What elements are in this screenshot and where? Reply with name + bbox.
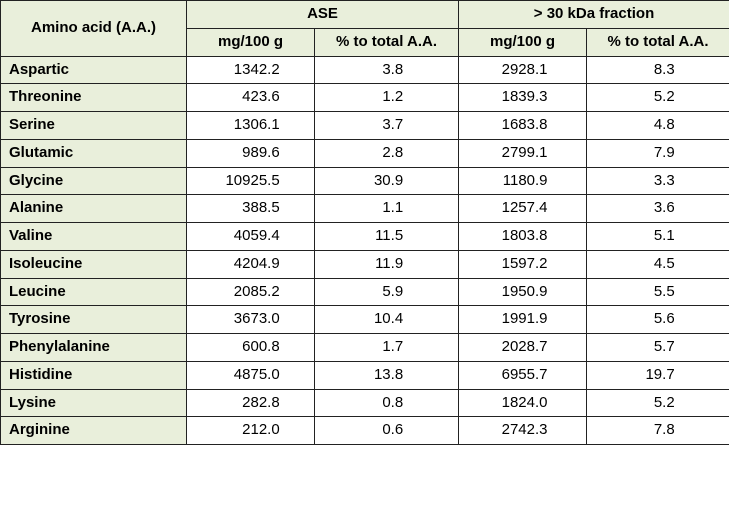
cell-frac-pct: 5.5 [587, 278, 729, 306]
cell-ase-mg: 1342.2 [187, 56, 315, 84]
table-row: Serine1306.13.71683.84.8 [1, 112, 729, 140]
cell-frac-mg: 2028.7 [459, 334, 587, 362]
col-header-30kda-mg: mg/100 g [459, 28, 587, 56]
cell-amino-acid: Aspartic [1, 56, 187, 84]
cell-frac-pct: 8.3 [587, 56, 729, 84]
cell-frac-pct: 4.8 [587, 112, 729, 140]
col-header-amino-acid: Amino acid (A.A.) [1, 1, 187, 57]
cell-amino-acid: Alanine [1, 195, 187, 223]
cell-amino-acid: Tyrosine [1, 306, 187, 334]
cell-frac-pct: 19.7 [587, 361, 729, 389]
table-body: Aspartic1342.23.82928.18.3Threonine423.6… [1, 56, 729, 445]
cell-ase-pct: 1.1 [315, 195, 459, 223]
cell-ase-mg: 989.6 [187, 139, 315, 167]
cell-ase-pct: 30.9 [315, 167, 459, 195]
cell-ase-mg: 4875.0 [187, 361, 315, 389]
col-group-ase: ASE [187, 1, 459, 29]
cell-ase-pct: 1.7 [315, 334, 459, 362]
table-row: Glutamic989.62.82799.17.9 [1, 139, 729, 167]
cell-ase-mg: 282.8 [187, 389, 315, 417]
cell-ase-pct: 2.8 [315, 139, 459, 167]
cell-frac-mg: 1180.9 [459, 167, 587, 195]
amino-acid-table-container: Amino acid (A.A.) ASE > 30 kDa fraction … [0, 0, 729, 445]
cell-ase-mg: 212.0 [187, 417, 315, 445]
cell-ase-mg: 3673.0 [187, 306, 315, 334]
cell-amino-acid: Threonine [1, 84, 187, 112]
cell-frac-mg: 1991.9 [459, 306, 587, 334]
cell-frac-mg: 6955.7 [459, 361, 587, 389]
cell-ase-pct: 1.2 [315, 84, 459, 112]
cell-ase-mg: 388.5 [187, 195, 315, 223]
table-row: Leucine2085.25.91950.95.5 [1, 278, 729, 306]
cell-amino-acid: Leucine [1, 278, 187, 306]
cell-frac-mg: 2799.1 [459, 139, 587, 167]
cell-amino-acid: Glycine [1, 167, 187, 195]
table-row: Tyrosine3673.010.41991.95.6 [1, 306, 729, 334]
cell-amino-acid: Histidine [1, 361, 187, 389]
amino-acid-table: Amino acid (A.A.) ASE > 30 kDa fraction … [0, 0, 729, 445]
table-row: Valine4059.411.51803.85.1 [1, 223, 729, 251]
table-row: Aspartic1342.23.82928.18.3 [1, 56, 729, 84]
cell-amino-acid: Phenylalanine [1, 334, 187, 362]
cell-frac-pct: 3.6 [587, 195, 729, 223]
cell-ase-pct: 13.8 [315, 361, 459, 389]
table-row: Alanine388.51.11257.43.6 [1, 195, 729, 223]
cell-frac-pct: 5.6 [587, 306, 729, 334]
cell-ase-pct: 11.9 [315, 250, 459, 278]
cell-frac-mg: 2928.1 [459, 56, 587, 84]
cell-frac-mg: 2742.3 [459, 417, 587, 445]
table-row: Arginine212.00.62742.37.8 [1, 417, 729, 445]
cell-frac-mg: 1803.8 [459, 223, 587, 251]
cell-frac-mg: 1597.2 [459, 250, 587, 278]
col-header-ase-pct: % to total A.A. [315, 28, 459, 56]
cell-frac-mg: 1839.3 [459, 84, 587, 112]
table-header: Amino acid (A.A.) ASE > 30 kDa fraction … [1, 1, 729, 57]
cell-ase-mg: 2085.2 [187, 278, 315, 306]
cell-amino-acid: Glutamic [1, 139, 187, 167]
col-group-30kda: > 30 kDa fraction [459, 1, 729, 29]
cell-frac-pct: 7.8 [587, 417, 729, 445]
cell-frac-mg: 1824.0 [459, 389, 587, 417]
cell-ase-pct: 5.9 [315, 278, 459, 306]
cell-frac-pct: 5.2 [587, 389, 729, 417]
cell-ase-pct: 3.8 [315, 56, 459, 84]
table-row: Phenylalanine600.81.72028.75.7 [1, 334, 729, 362]
cell-ase-pct: 0.8 [315, 389, 459, 417]
table-row: Lysine282.80.81824.05.2 [1, 389, 729, 417]
cell-ase-mg: 4204.9 [187, 250, 315, 278]
cell-frac-pct: 5.2 [587, 84, 729, 112]
cell-amino-acid: Arginine [1, 417, 187, 445]
col-header-ase-mg: mg/100 g [187, 28, 315, 56]
cell-amino-acid: Serine [1, 112, 187, 140]
table-row: Isoleucine4204.911.91597.24.5 [1, 250, 729, 278]
table-row: Histidine4875.013.86955.719.7 [1, 361, 729, 389]
cell-frac-mg: 1257.4 [459, 195, 587, 223]
table-row: Glycine10925.530.91180.93.3 [1, 167, 729, 195]
cell-ase-pct: 3.7 [315, 112, 459, 140]
cell-frac-mg: 1950.9 [459, 278, 587, 306]
cell-ase-mg: 423.6 [187, 84, 315, 112]
cell-frac-pct: 7.9 [587, 139, 729, 167]
cell-frac-pct: 3.3 [587, 167, 729, 195]
cell-amino-acid: Valine [1, 223, 187, 251]
cell-ase-pct: 11.5 [315, 223, 459, 251]
cell-frac-pct: 5.1 [587, 223, 729, 251]
cell-ase-pct: 10.4 [315, 306, 459, 334]
cell-frac-pct: 4.5 [587, 250, 729, 278]
cell-ase-pct: 0.6 [315, 417, 459, 445]
cell-amino-acid: Isoleucine [1, 250, 187, 278]
cell-frac-mg: 1683.8 [459, 112, 587, 140]
cell-ase-mg: 1306.1 [187, 112, 315, 140]
cell-ase-mg: 10925.5 [187, 167, 315, 195]
cell-frac-pct: 5.7 [587, 334, 729, 362]
cell-amino-acid: Lysine [1, 389, 187, 417]
cell-ase-mg: 4059.4 [187, 223, 315, 251]
cell-ase-mg: 600.8 [187, 334, 315, 362]
table-row: Threonine423.61.21839.35.2 [1, 84, 729, 112]
col-header-30kda-pct: % to total A.A. [587, 28, 729, 56]
